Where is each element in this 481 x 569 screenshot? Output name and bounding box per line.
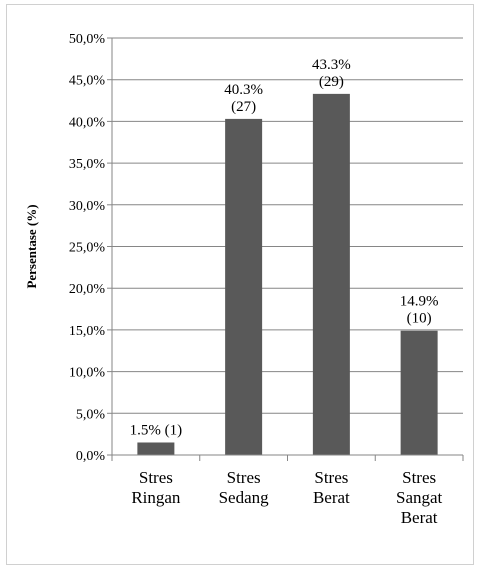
x-category-label: Stres xyxy=(314,468,348,487)
bar xyxy=(313,94,350,455)
y-tick-label: 15,0% xyxy=(69,324,106,339)
data-label: (29) xyxy=(319,74,344,90)
data-label: 1.5% (1) xyxy=(130,422,183,438)
data-label: 43.3% xyxy=(312,57,351,73)
data-label: 40.3% xyxy=(224,82,263,98)
x-category-label: Sedang xyxy=(219,488,270,507)
y-tick-label: 30,0% xyxy=(69,199,106,214)
y-tick-label: 10,0% xyxy=(69,366,106,381)
y-tick-label: 20,0% xyxy=(69,282,106,297)
x-category-label: Stres xyxy=(402,468,436,487)
x-category-label: Stres xyxy=(227,468,261,487)
data-label: (27) xyxy=(231,99,256,115)
data-label: (10) xyxy=(407,311,432,327)
y-tick-label: 40,0% xyxy=(69,115,106,130)
y-tick-label: 45,0% xyxy=(69,74,106,89)
bars xyxy=(137,94,437,455)
bar xyxy=(137,442,174,455)
x-category-label: Berat xyxy=(313,488,350,507)
x-category-label: Stres xyxy=(139,468,173,487)
y-axis-title: Persentase (%) xyxy=(24,204,39,288)
y-tick-label: 0,0% xyxy=(76,449,106,464)
y-tick-label: 5,0% xyxy=(76,407,106,422)
x-category-label: Sangat xyxy=(396,488,443,507)
bar xyxy=(225,119,262,455)
bar xyxy=(401,331,438,455)
y-tick-label: 25,0% xyxy=(69,241,106,256)
x-category-label: Ringan xyxy=(131,488,181,507)
data-label: 14.9% xyxy=(400,294,439,310)
x-category-label: Berat xyxy=(401,508,438,527)
y-tick-label: 50,0% xyxy=(69,32,106,47)
y-tick-label: 35,0% xyxy=(69,157,106,172)
